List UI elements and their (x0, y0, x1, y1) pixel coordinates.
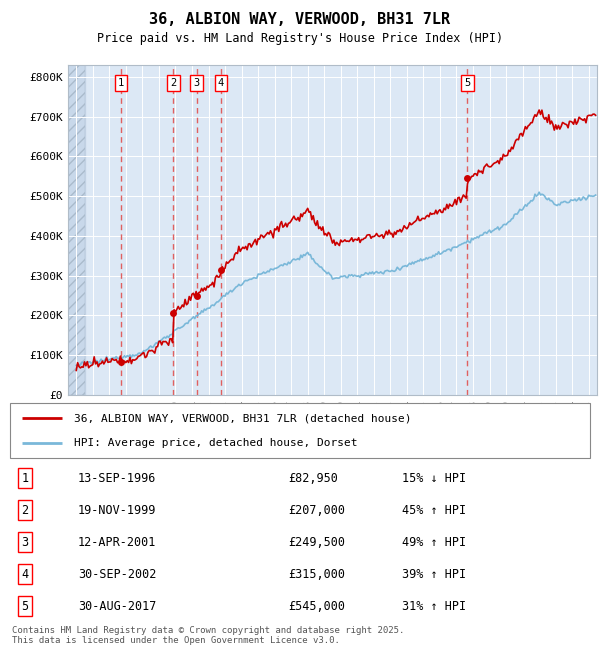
Bar (68, 65, 85, 395)
Text: 4: 4 (22, 567, 29, 580)
Text: £545,000: £545,000 (288, 599, 345, 612)
Text: 5: 5 (22, 599, 29, 612)
Text: £249,500: £249,500 (288, 536, 345, 549)
Text: 1: 1 (118, 78, 124, 88)
Text: 36, ALBION WAY, VERWOOD, BH31 7LR: 36, ALBION WAY, VERWOOD, BH31 7LR (149, 12, 451, 27)
Text: 3: 3 (193, 78, 200, 88)
Text: 15% ↓ HPI: 15% ↓ HPI (402, 471, 466, 484)
Text: 30-AUG-2017: 30-AUG-2017 (78, 599, 157, 612)
Text: Contains HM Land Registry data © Crown copyright and database right 2025.
This d: Contains HM Land Registry data © Crown c… (12, 626, 404, 645)
Text: 13-SEP-1996: 13-SEP-1996 (78, 471, 157, 484)
Text: 5: 5 (464, 78, 470, 88)
Text: 45% ↑ HPI: 45% ↑ HPI (402, 504, 466, 517)
Text: 2: 2 (22, 504, 29, 517)
Text: 31% ↑ HPI: 31% ↑ HPI (402, 599, 466, 612)
Text: 39% ↑ HPI: 39% ↑ HPI (402, 567, 466, 580)
Text: £82,950: £82,950 (288, 471, 338, 484)
Text: HPI: Average price, detached house, Dorset: HPI: Average price, detached house, Dors… (74, 437, 358, 448)
Text: Price paid vs. HM Land Registry's House Price Index (HPI): Price paid vs. HM Land Registry's House … (97, 32, 503, 45)
Text: 36, ALBION WAY, VERWOOD, BH31 7LR (detached house): 36, ALBION WAY, VERWOOD, BH31 7LR (detac… (74, 413, 412, 423)
Text: £315,000: £315,000 (288, 567, 345, 580)
FancyBboxPatch shape (10, 403, 590, 458)
Text: 30-SEP-2002: 30-SEP-2002 (78, 567, 157, 580)
Bar (68, 65, 85, 395)
Text: 1: 1 (22, 471, 29, 484)
Text: 4: 4 (218, 78, 224, 88)
Text: 3: 3 (22, 536, 29, 549)
Text: 19-NOV-1999: 19-NOV-1999 (78, 504, 157, 517)
Text: 12-APR-2001: 12-APR-2001 (78, 536, 157, 549)
Text: £207,000: £207,000 (288, 504, 345, 517)
Text: 49% ↑ HPI: 49% ↑ HPI (402, 536, 466, 549)
Text: 2: 2 (170, 78, 176, 88)
